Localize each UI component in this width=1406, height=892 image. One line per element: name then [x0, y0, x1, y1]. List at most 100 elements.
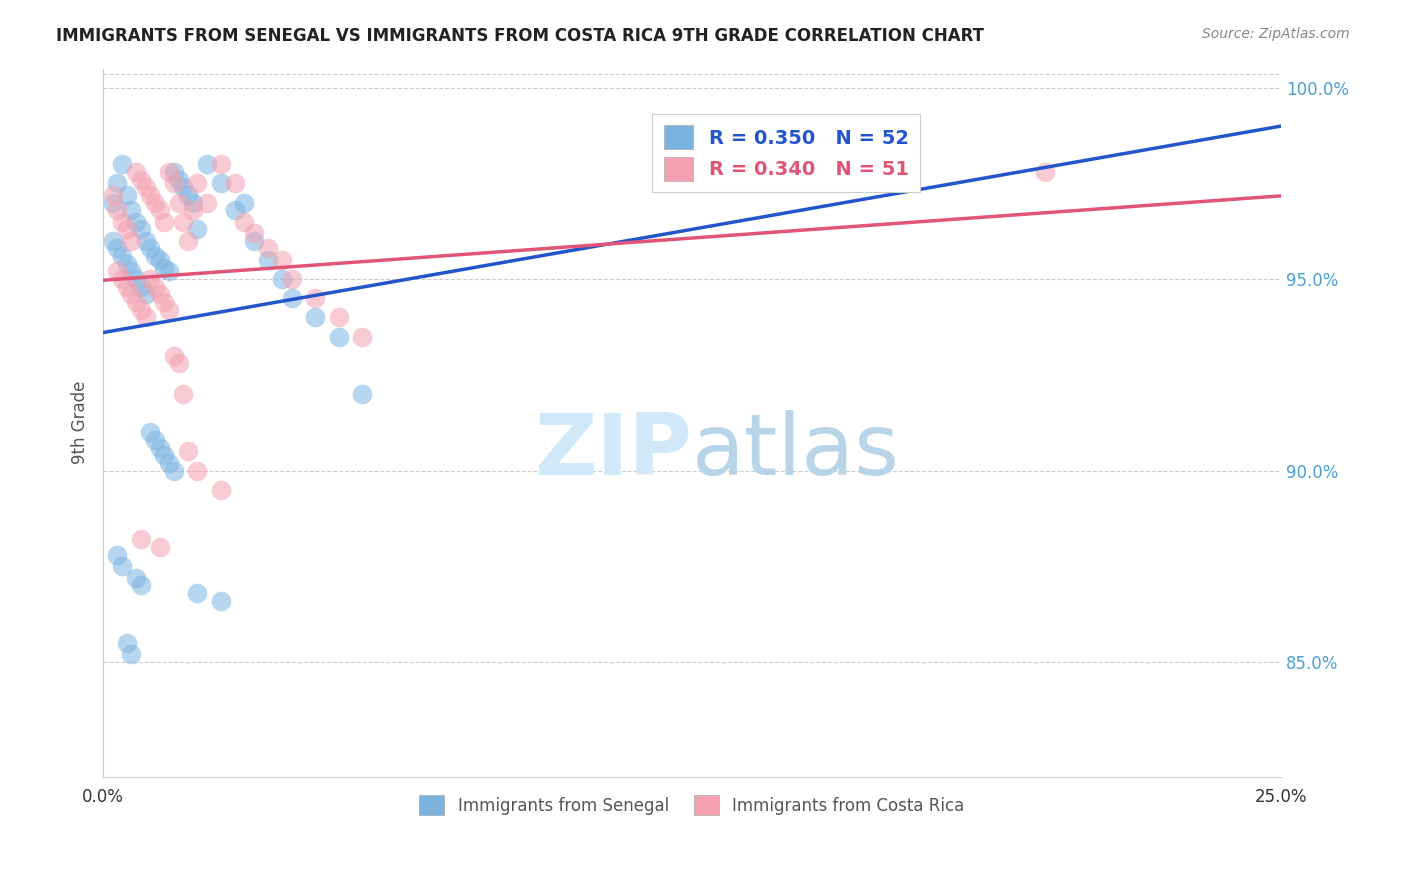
Point [186, 464, 208, 478]
Point [153, 260, 176, 275]
Point [120, 203, 142, 218]
Point [111, 157, 134, 171]
Point [149, 441, 172, 455]
Point [153, 295, 176, 310]
Point [163, 349, 186, 363]
Point [149, 252, 172, 267]
Point [209, 177, 232, 191]
Point [143, 433, 166, 447]
Point [172, 180, 194, 194]
Point [157, 302, 180, 317]
Point [243, 234, 266, 248]
Point [195, 157, 218, 171]
Text: ZIP: ZIP [534, 409, 692, 492]
Point [115, 257, 138, 271]
Legend: Immigrants from Senegal, Immigrants from Costa Rica: Immigrants from Senegal, Immigrants from… [409, 785, 974, 825]
Point [163, 165, 186, 179]
Point [115, 636, 138, 650]
Point [181, 195, 204, 210]
Point [280, 291, 302, 305]
Point [105, 264, 128, 278]
Point [115, 279, 138, 293]
Point [172, 387, 194, 401]
Point [209, 157, 232, 171]
Text: IMMIGRANTS FROM SENEGAL VS IMMIGRANTS FROM COSTA RICA 9TH GRADE CORRELATION CHAR: IMMIGRANTS FROM SENEGAL VS IMMIGRANTS FR… [56, 27, 984, 45]
Point [172, 215, 194, 229]
Point [129, 302, 152, 317]
Point [186, 586, 208, 600]
Point [181, 203, 204, 218]
Point [105, 242, 128, 256]
Point [111, 215, 134, 229]
Point [135, 287, 157, 301]
Y-axis label: 9th Grade: 9th Grade [72, 381, 89, 465]
Point [257, 252, 280, 267]
Point [120, 287, 142, 301]
Point [153, 448, 176, 462]
Point [105, 548, 128, 562]
Point [209, 593, 232, 607]
Point [111, 249, 134, 263]
Point [120, 234, 142, 248]
Point [135, 180, 157, 194]
Point [328, 329, 350, 343]
Point [115, 222, 138, 236]
Point [143, 279, 166, 293]
Point [243, 226, 266, 240]
Point [233, 195, 256, 210]
Point [139, 242, 162, 256]
Point [120, 648, 142, 662]
Point [163, 177, 186, 191]
Point [186, 222, 208, 236]
Point [139, 187, 162, 202]
Point [143, 249, 166, 263]
Point [125, 571, 148, 585]
Point [135, 234, 157, 248]
Point [101, 234, 124, 248]
Point [167, 356, 190, 370]
Point [105, 177, 128, 191]
Point [139, 272, 162, 286]
Point [1035, 165, 1057, 179]
Point [304, 291, 326, 305]
Point [195, 195, 218, 210]
Point [177, 234, 200, 248]
Point [111, 559, 134, 574]
Point [111, 272, 134, 286]
Point [129, 533, 152, 547]
Point [135, 310, 157, 325]
Point [115, 187, 138, 202]
Point [149, 287, 172, 301]
Point [105, 203, 128, 218]
Point [125, 165, 148, 179]
Point [101, 187, 124, 202]
Point [224, 177, 246, 191]
Point [157, 264, 180, 278]
Point [129, 578, 152, 592]
Point [224, 203, 246, 218]
Text: atlas: atlas [692, 409, 900, 492]
Point [157, 165, 180, 179]
Point [163, 464, 186, 478]
Point [149, 203, 172, 218]
Text: Source: ZipAtlas.com: Source: ZipAtlas.com [1202, 27, 1350, 41]
Point [177, 187, 200, 202]
Point [177, 444, 200, 458]
Point [233, 215, 256, 229]
Point [120, 264, 142, 278]
Point [271, 272, 294, 286]
Point [186, 177, 208, 191]
Point [352, 387, 374, 401]
Point [167, 172, 190, 186]
Point [101, 195, 124, 210]
Point [352, 329, 374, 343]
Point [143, 195, 166, 210]
Point [328, 310, 350, 325]
Point [271, 252, 294, 267]
Point [139, 425, 162, 440]
Point [280, 272, 302, 286]
Point [125, 295, 148, 310]
Point [167, 195, 190, 210]
Point [157, 456, 180, 470]
Point [125, 272, 148, 286]
